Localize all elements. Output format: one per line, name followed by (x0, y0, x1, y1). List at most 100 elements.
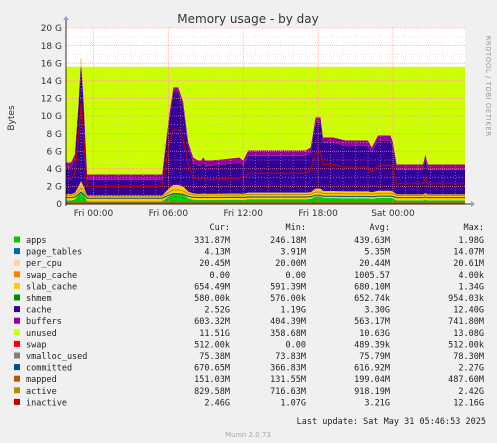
legend-value: 14.07M (453, 248, 484, 258)
legend-name-apps: apps (26, 236, 46, 246)
legend-value: 358.68M (270, 329, 306, 339)
legend-value: 2.46G (204, 398, 230, 408)
legend-name-active: active (26, 387, 57, 397)
area-buffers (66, 57, 465, 180)
legend-value: 2.42G (458, 387, 484, 397)
legend-swatch-vmalloc_used (14, 352, 20, 359)
legend-value: 0.00 (286, 340, 306, 350)
x-tick-label: Fri 18:00 (298, 209, 338, 219)
legend-value: 563.17M (354, 317, 390, 327)
legend-swatch-committed (14, 364, 20, 371)
legend-value: 654.49M (194, 282, 230, 292)
legend-value: 246.18M (270, 236, 306, 246)
legend-name-committed: committed (26, 364, 72, 374)
legend-value: 576.00k (270, 294, 306, 304)
legend-value: 13.08G (453, 329, 484, 339)
legend-value: 1.98G (458, 236, 484, 246)
legend-name-inactive: inactive (26, 398, 67, 408)
legend-value: 4.00k (458, 271, 484, 281)
y-axis-arrow (63, 16, 69, 20)
legend-value: 512.00k (448, 340, 484, 350)
legend-name-slab_cache: slab_cache (26, 282, 77, 292)
legend-swatch-shmem (14, 294, 20, 301)
area-unused (66, 57, 465, 175)
legend-swatch-apps (14, 236, 20, 243)
legend-swatch-per_cpu (14, 259, 20, 266)
legend-value: 1.07G (280, 398, 306, 408)
legend-value: 741.80M (448, 317, 484, 327)
legend-header: Max: (464, 223, 484, 233)
legend-value: 20.45M (199, 259, 230, 269)
legend-value: 652.74k (354, 294, 390, 304)
legend-name-per_cpu: per_cpu (26, 259, 62, 269)
legend-value: 680.10M (354, 282, 390, 292)
legend-value: 580.00k (194, 294, 230, 304)
legend-name-swap_cache: swap_cache (26, 271, 77, 281)
x-tick-label: Fri 00:00 (74, 209, 114, 219)
y-tick-labels: 0 2 G 4 G 6 G 8 G 10 G 12 G 14 G 16 G 18 G 20 G (41, 24, 63, 210)
y-tick-label: 2 G (46, 183, 62, 193)
legend-value: 3.91M (280, 248, 306, 258)
line-inactive (66, 102, 465, 187)
legend-value: 3.30G (364, 306, 390, 316)
legend-value: 78.30M (453, 352, 484, 362)
legend-name-unused: unused (26, 329, 57, 339)
legend-value: 75.38M (199, 352, 230, 362)
legend-value: 487.60M (448, 375, 484, 385)
legend-swatch-inactive (14, 398, 20, 405)
legend-swatch-cache (14, 306, 20, 313)
legend-value: 10.63G (359, 329, 390, 339)
legend-swatch-swap_cache (14, 271, 20, 278)
legend-value: 439.63M (354, 236, 390, 246)
x-tick-label: Fri 06:00 (149, 209, 189, 219)
chart-title: Memory usage - by day (177, 12, 318, 26)
line-committed (66, 191, 465, 199)
legend-value: 489.39k (354, 340, 390, 350)
legend-value: 918.19M (354, 387, 390, 397)
y-tick-label: 4 G (46, 165, 62, 175)
legend-value: 829.58M (194, 387, 230, 397)
legend-value: 131.55M (270, 375, 306, 385)
legend-value: 4.13M (204, 248, 230, 258)
legend-table: Cur: Min: Avg: Max: apps 331.87M 246.18M 439.63… (14, 223, 484, 408)
legend-value: 591.39M (270, 282, 306, 292)
legend-value: 670.65M (194, 364, 230, 374)
y-tick-label: 16 G (41, 59, 62, 69)
legend-value: 20.61M (453, 259, 484, 269)
munin-version: Munin 2.0.73 (225, 431, 271, 439)
legend-value: 404.39M (270, 317, 306, 327)
legend-value: 716.63M (270, 387, 306, 397)
y-tick-label: 6 G (46, 147, 62, 157)
legend-name-mapped: mapped (26, 375, 57, 385)
legend-value: 0.00 (286, 271, 306, 281)
legend-value: 2.27G (458, 364, 484, 374)
y-tick-label: 12 G (41, 95, 62, 105)
legend-swatch-unused (14, 329, 20, 336)
legend-value: 2.52G (204, 306, 230, 316)
legend-value: 5.35M (364, 248, 390, 258)
y-tick-label: 20 G (41, 24, 62, 34)
legend-value: 12.16G (453, 398, 484, 408)
last-update: Last update: Sat May 31 05:46:53 2025 (297, 417, 486, 427)
legend-swatch-page_tables (14, 248, 20, 255)
legend-value: 1.34G (458, 282, 484, 292)
x-axis-arrow (471, 201, 475, 207)
x-tick-labels: Fri 00:00 Fri 06:00 Fri 12:00 Fri 18:00 Sat … (74, 209, 415, 219)
legend-value: 603.32M (194, 317, 230, 327)
legend-name-vmalloc_used: vmalloc_used (26, 352, 87, 362)
y-axis-label: Bytes (7, 105, 17, 131)
legend-value: 1005.57 (354, 271, 390, 281)
legend-value: 20.44M (359, 259, 390, 269)
y-tick-label: 8 G (46, 130, 62, 140)
legend-name-shmem: shmem (26, 294, 52, 304)
y-tick-label: 14 G (41, 77, 62, 87)
legend-swatch-buffers (14, 317, 20, 324)
legend-swatch-active (14, 387, 20, 394)
legend-header: Avg: (370, 223, 390, 233)
x-tick-label: Sat 00:00 (371, 209, 415, 219)
legend-swatch-mapped (14, 375, 20, 382)
grid-lines (66, 27, 465, 204)
legend-name-page_tables: page_tables (26, 248, 82, 258)
